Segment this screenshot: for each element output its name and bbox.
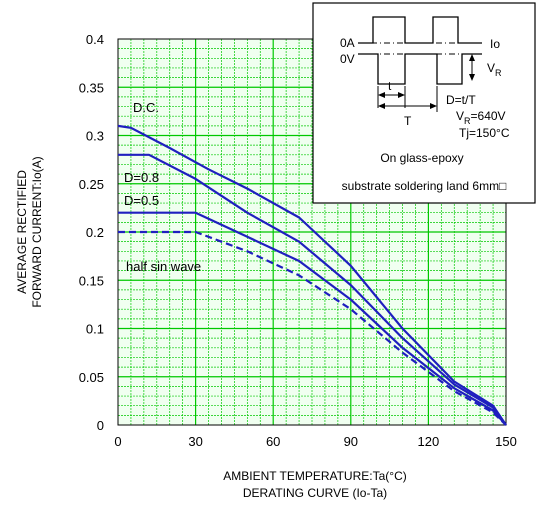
inset-io: Io [490, 37, 500, 51]
y-tick-label: 0.35 [79, 80, 104, 95]
inset-vr-value: VR=640V [456, 109, 506, 126]
x-tick-label: 120 [418, 434, 440, 449]
y-tick-label: 0.05 [79, 370, 104, 385]
y-tick-label: 0.1 [86, 322, 104, 337]
inset-tj: Tj=150°C [459, 126, 510, 140]
inset-duty: D=t/T [446, 93, 476, 107]
curves [117, 124, 507, 426]
y-axis-label-line2: FORWARD CURRENT:Io(A) [30, 156, 44, 307]
inset-box: 0A 0V Io VR t T D=t/T VR=640V Tj=150°C O… [312, 2, 536, 204]
x-axis-label: AMBIENT TEMPERATURE:Ta(°C) [223, 469, 407, 483]
y-tick-labels: 0 0.05 0.1 0.15 0.2 0.25 0.3 0.35 0.4 [79, 32, 104, 433]
inset-0v: 0V [340, 52, 355, 66]
label-dc: D.C. [133, 100, 159, 115]
label-d08: D=0.8 [124, 170, 159, 185]
y-tick-label: 0.15 [79, 273, 104, 288]
series-line-d-c- [117, 124, 507, 426]
inset-line1: On glass-epoxy [380, 151, 463, 165]
inset-vr: VR [487, 61, 502, 78]
x-tick-label: 30 [188, 434, 202, 449]
label-half-sin: half sin wave [126, 259, 201, 274]
inset-0a: 0A [340, 36, 355, 50]
x-tick-labels: 0 30 60 90 120 150 [114, 434, 516, 449]
x-tick-label: 0 [114, 434, 121, 449]
series-line-d-0-8 [118, 153, 507, 426]
x-tick-label: 90 [344, 434, 358, 449]
x-tick-label: 60 [266, 434, 280, 449]
voltage-waveform [358, 53, 482, 85]
y-tick-label: 0.4 [86, 32, 104, 47]
y-tick-label: 0 [97, 418, 104, 433]
y-tick-label: 0.3 [86, 129, 104, 144]
series-line-d-0-5 [118, 211, 507, 426]
current-waveform [358, 16, 482, 44]
y-tick-label: 0.25 [79, 177, 104, 192]
y-axis-label-line1: AVERAGE RECTIFIED [15, 170, 29, 294]
x-tick-label: 150 [495, 434, 517, 449]
inset-line2: substrate soldering land 6mm□ [342, 179, 507, 193]
inset-t-small: t [388, 79, 392, 93]
y-tick-label: 0.2 [86, 225, 104, 240]
grid [118, 39, 506, 425]
inset-t-big: T [404, 114, 412, 128]
label-d05: D=0.5 [124, 193, 159, 208]
series-line-half-sin-wave [118, 230, 507, 426]
chart-title: DERATING CURVE (Io-Ta) [243, 486, 387, 500]
